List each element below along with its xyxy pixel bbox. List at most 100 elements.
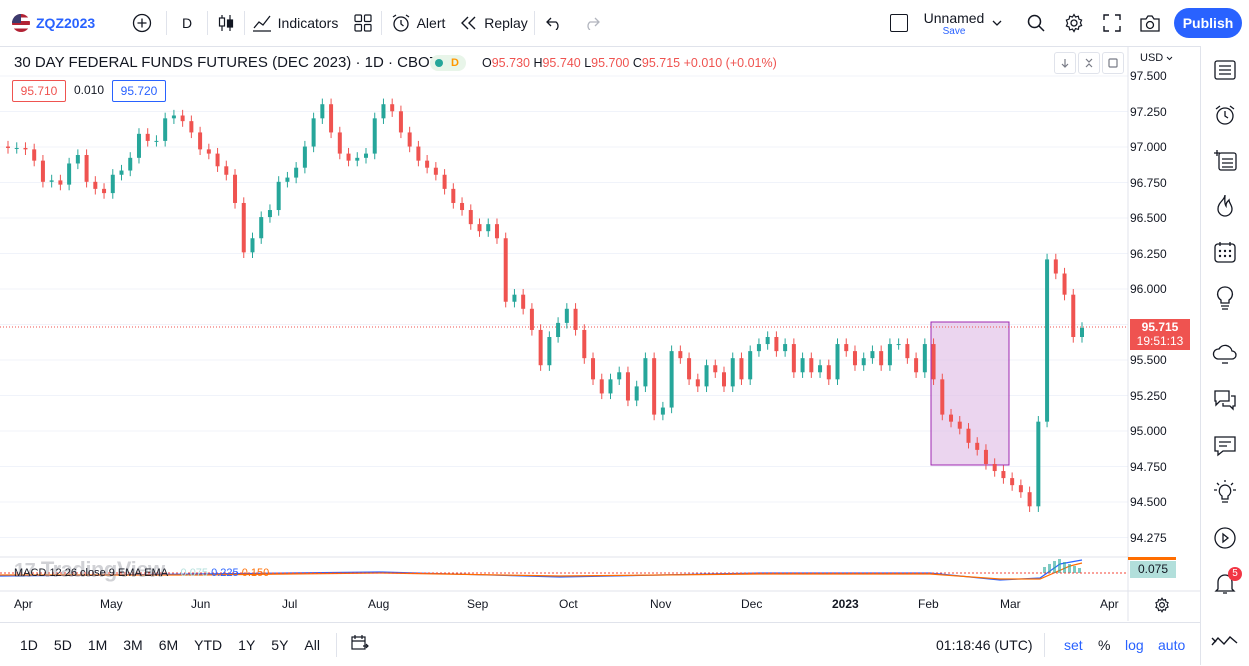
data-window-button[interactable] — [1211, 146, 1239, 174]
price-axis-label: 97.000 — [1130, 140, 1167, 154]
candle-body — [206, 149, 211, 154]
chart-canvas[interactable] — [0, 46, 1200, 621]
macd-legend[interactable]: MACD 12 26 close 9 EMA EMA 0.075 0.225 0… — [14, 567, 269, 579]
hotlists-button[interactable] — [1211, 192, 1239, 220]
candle-body — [189, 121, 194, 133]
utc-clock[interactable]: 01:18:46 (UTC) — [936, 636, 1033, 653]
divider — [244, 11, 245, 35]
bid-value: 95.710 — [20, 84, 58, 98]
layout-name-button[interactable]: Unnamed Save — [922, 10, 986, 37]
range-button[interactable]: YTD — [194, 636, 223, 653]
publish-button[interactable]: Publish — [1174, 8, 1242, 38]
range-button[interactable]: 5D — [53, 636, 72, 653]
auto-toggle[interactable]: auto — [1158, 636, 1186, 653]
market-status-badge[interactable]: D — [430, 55, 466, 71]
maximize-pane-button[interactable] — [1102, 52, 1124, 74]
layout-menu-button[interactable] — [988, 0, 1006, 46]
session-toggle[interactable]: set — [1064, 636, 1083, 653]
change-value: +0.010 (+0.01%) — [683, 56, 777, 70]
collapse-button[interactable] — [1078, 52, 1100, 74]
fullscreen-button[interactable] — [1098, 0, 1126, 46]
fullscreen-select-button[interactable] — [888, 0, 910, 46]
range-button[interactable]: 3M — [123, 636, 143, 653]
candle-body — [372, 118, 377, 154]
indicators-button[interactable]: Indicators — [245, 0, 345, 46]
settings-button[interactable] — [1060, 0, 1088, 46]
candle-body — [826, 365, 831, 380]
ask-value: 95.720 — [120, 84, 158, 98]
rewind-icon — [461, 16, 476, 30]
snapshot-button[interactable] — [1136, 0, 1164, 46]
calendar-button[interactable] — [1211, 238, 1239, 266]
ask-price-chip[interactable]: 95.720 — [112, 80, 166, 102]
search-button[interactable] — [1022, 0, 1050, 46]
us-flag-icon — [12, 14, 30, 32]
range-button[interactable]: 5Y — [271, 636, 289, 653]
candle-body — [433, 167, 438, 175]
alarm-plus-icon — [392, 14, 409, 32]
chart-type-button[interactable] — [208, 0, 244, 46]
candle-body — [6, 146, 10, 148]
tech-alerts-button[interactable] — [1211, 478, 1239, 506]
chats-button[interactable] — [1211, 340, 1239, 368]
layout-name: Unnamed — [923, 10, 985, 26]
list-icon — [1214, 60, 1236, 80]
time-axis-settings-button[interactable] — [1154, 597, 1170, 618]
status-dot-icon — [435, 59, 443, 67]
candle-body — [163, 118, 168, 141]
candle-body — [983, 449, 988, 464]
candle-body — [669, 351, 674, 408]
range-button[interactable]: 1M — [87, 636, 108, 653]
list-plus-icon — [1214, 150, 1237, 171]
alerts-panel-button[interactable] — [1211, 101, 1239, 129]
streams-button[interactable] — [1211, 386, 1239, 414]
candle-body — [844, 344, 849, 352]
date-range-button[interactable] — [351, 635, 369, 654]
ideas-button[interactable] — [1211, 284, 1239, 312]
range-button[interactable]: 6M — [158, 636, 179, 653]
candle-body — [905, 344, 910, 359]
candle-body — [425, 160, 430, 168]
time-axis-label: Oct — [559, 597, 578, 611]
price-axis-label: 96.750 — [1130, 175, 1167, 190]
messages-button[interactable] — [1211, 432, 1239, 460]
candle-body — [617, 372, 622, 380]
alert-button[interactable]: Alert — [382, 0, 454, 46]
candle-body — [756, 344, 761, 352]
watchlist-button[interactable] — [1211, 56, 1239, 84]
candle-body — [791, 344, 796, 373]
tradingview-watermark: 17 TradingView — [14, 557, 165, 583]
macd-histogram-bar — [1058, 559, 1061, 573]
search-icon — [1027, 14, 1045, 32]
notifications-button[interactable]: 5 — [1211, 567, 1242, 598]
pine-editor-button[interactable] — [1211, 626, 1239, 654]
candle-body — [861, 358, 866, 366]
undo-button[interactable] — [535, 0, 573, 46]
range-button[interactable]: 1Y — [238, 636, 256, 653]
candle-body — [573, 308, 578, 330]
compare-button[interactable] — [122, 0, 162, 46]
scroll-down-button[interactable] — [1054, 52, 1076, 74]
candle-body — [364, 153, 368, 158]
candle-body — [75, 155, 80, 164]
open-label: O — [482, 56, 492, 70]
candle-body — [547, 337, 552, 366]
candle-body — [730, 358, 735, 387]
symbol-search[interactable]: ZQZ2023 — [0, 0, 122, 46]
redo-button[interactable] — [573, 0, 611, 46]
range-button[interactable]: All — [304, 636, 320, 653]
templates-button[interactable] — [345, 0, 381, 46]
currency-selector[interactable]: USD — [1140, 52, 1173, 64]
interval-button[interactable]: D — [167, 0, 207, 46]
replay-button[interactable]: Replay — [454, 0, 534, 46]
time-axis-label: Jun — [191, 597, 211, 611]
bid-price-chip[interactable]: 95.710 — [12, 80, 66, 102]
live-button[interactable] — [1211, 524, 1239, 552]
percent-toggle[interactable]: % — [1098, 636, 1111, 653]
log-toggle[interactable]: log — [1125, 636, 1144, 653]
series-title[interactable]: 30 DAY FEDERAL FUNDS FUTURES (DEC 2023) … — [14, 54, 439, 71]
chevron-down-icon — [992, 20, 1002, 26]
range-button[interactable]: 1D — [20, 636, 38, 653]
candle-body — [564, 308, 569, 323]
last-price-tag: 95.715 19:51:13 — [1130, 319, 1190, 350]
